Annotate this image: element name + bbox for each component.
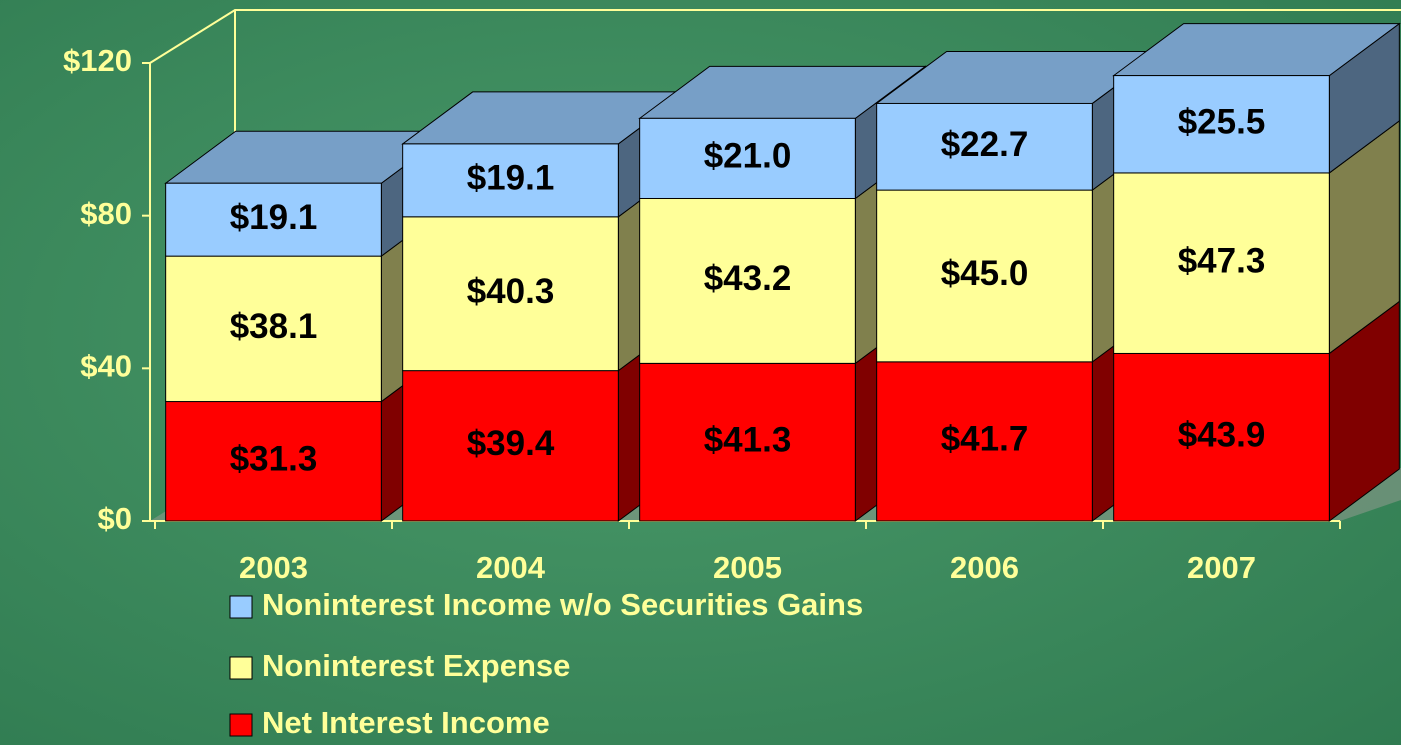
data-label: $21.0 — [704, 137, 792, 176]
bar-segment — [876, 102, 1093, 191]
legend-label: Noninterest Expense — [262, 648, 570, 683]
bar-segment — [402, 216, 619, 372]
bar-segment — [402, 370, 619, 522]
bar-segment — [402, 143, 619, 218]
legend-label: Net Interest Income — [262, 705, 550, 740]
bar-segment — [165, 401, 382, 522]
legend-swatch — [229, 656, 253, 680]
data-label: $45.0 — [941, 254, 1029, 293]
bar-segment — [1113, 172, 1330, 354]
bar-segment — [1113, 352, 1330, 522]
bar-segment — [1113, 75, 1330, 174]
bar-segment — [165, 182, 382, 257]
data-label: $25.5 — [1178, 103, 1266, 142]
bar-segment — [165, 255, 382, 403]
bar-segment — [639, 197, 856, 364]
legend-swatch — [229, 713, 253, 737]
data-label: $40.3 — [467, 272, 555, 311]
legend-swatch — [229, 595, 253, 619]
data-label: $19.1 — [467, 159, 555, 198]
y-tick-label: $120 — [63, 43, 132, 78]
data-label: $38.1 — [230, 307, 318, 346]
x-tick-label: 2005 — [713, 550, 782, 585]
y-tick-label: $0 — [98, 501, 132, 536]
data-label: $43.9 — [1178, 415, 1266, 454]
data-label: $41.3 — [704, 420, 792, 459]
bar-segment — [639, 117, 856, 199]
data-label: $31.3 — [230, 440, 318, 479]
legend-label: Noninterest Income w/o Securities Gains — [262, 587, 863, 622]
x-tick-label: 2004 — [476, 550, 546, 585]
bar-segment — [639, 362, 856, 522]
data-label: $47.3 — [1178, 241, 1266, 280]
y-tick-label: $80 — [80, 196, 132, 231]
bar-segment — [876, 361, 1093, 522]
x-tick-label: 2003 — [239, 550, 308, 585]
x-tick-label: 2006 — [950, 550, 1019, 585]
y-tick-label: $40 — [80, 349, 132, 384]
data-label: $39.4 — [467, 424, 555, 463]
data-label: $22.7 — [941, 125, 1029, 164]
x-tick-label: 2007 — [1187, 550, 1256, 585]
data-label: $19.1 — [230, 198, 318, 237]
data-label: $41.7 — [941, 420, 1029, 459]
bar-segment — [876, 189, 1093, 363]
data-label: $43.2 — [704, 259, 792, 298]
